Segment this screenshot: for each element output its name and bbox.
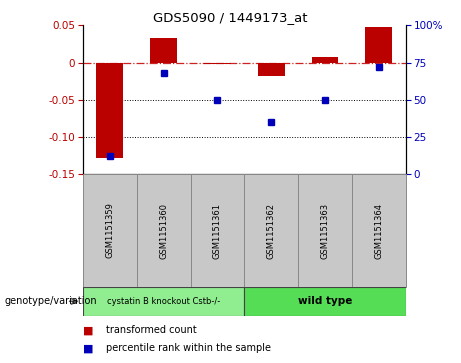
Bar (96, 62, 123, 158)
Text: percentile rank within the sample: percentile rank within the sample (106, 343, 271, 354)
Bar (312, 57, 338, 62)
Bar (352, 174, 406, 287)
Text: wild type: wild type (298, 296, 352, 306)
Text: GSM1151362: GSM1151362 (267, 203, 276, 258)
Bar (137, 174, 190, 287)
Bar (244, 174, 298, 287)
Text: ■: ■ (83, 325, 94, 335)
Bar (258, 62, 284, 76)
Bar (83, 174, 137, 287)
Bar (298, 174, 352, 287)
Text: GDS5090 / 1449173_at: GDS5090 / 1449173_at (153, 11, 308, 24)
Text: ■: ■ (83, 343, 94, 354)
Text: GSM1151364: GSM1151364 (374, 203, 383, 258)
Text: GSM1151363: GSM1151363 (320, 203, 330, 258)
Bar (365, 27, 392, 62)
Bar (190, 174, 244, 287)
Text: GSM1151361: GSM1151361 (213, 203, 222, 258)
Bar (244, 287, 406, 316)
Text: GSM1151359: GSM1151359 (106, 203, 114, 258)
Bar (204, 62, 231, 64)
Bar (150, 38, 177, 62)
Text: cystatin B knockout Cstb-/-: cystatin B knockout Cstb-/- (107, 297, 220, 306)
Bar (83, 287, 244, 316)
Text: transformed count: transformed count (106, 325, 197, 335)
Text: GSM1151360: GSM1151360 (159, 203, 168, 258)
Text: genotype/variation: genotype/variation (5, 296, 97, 306)
